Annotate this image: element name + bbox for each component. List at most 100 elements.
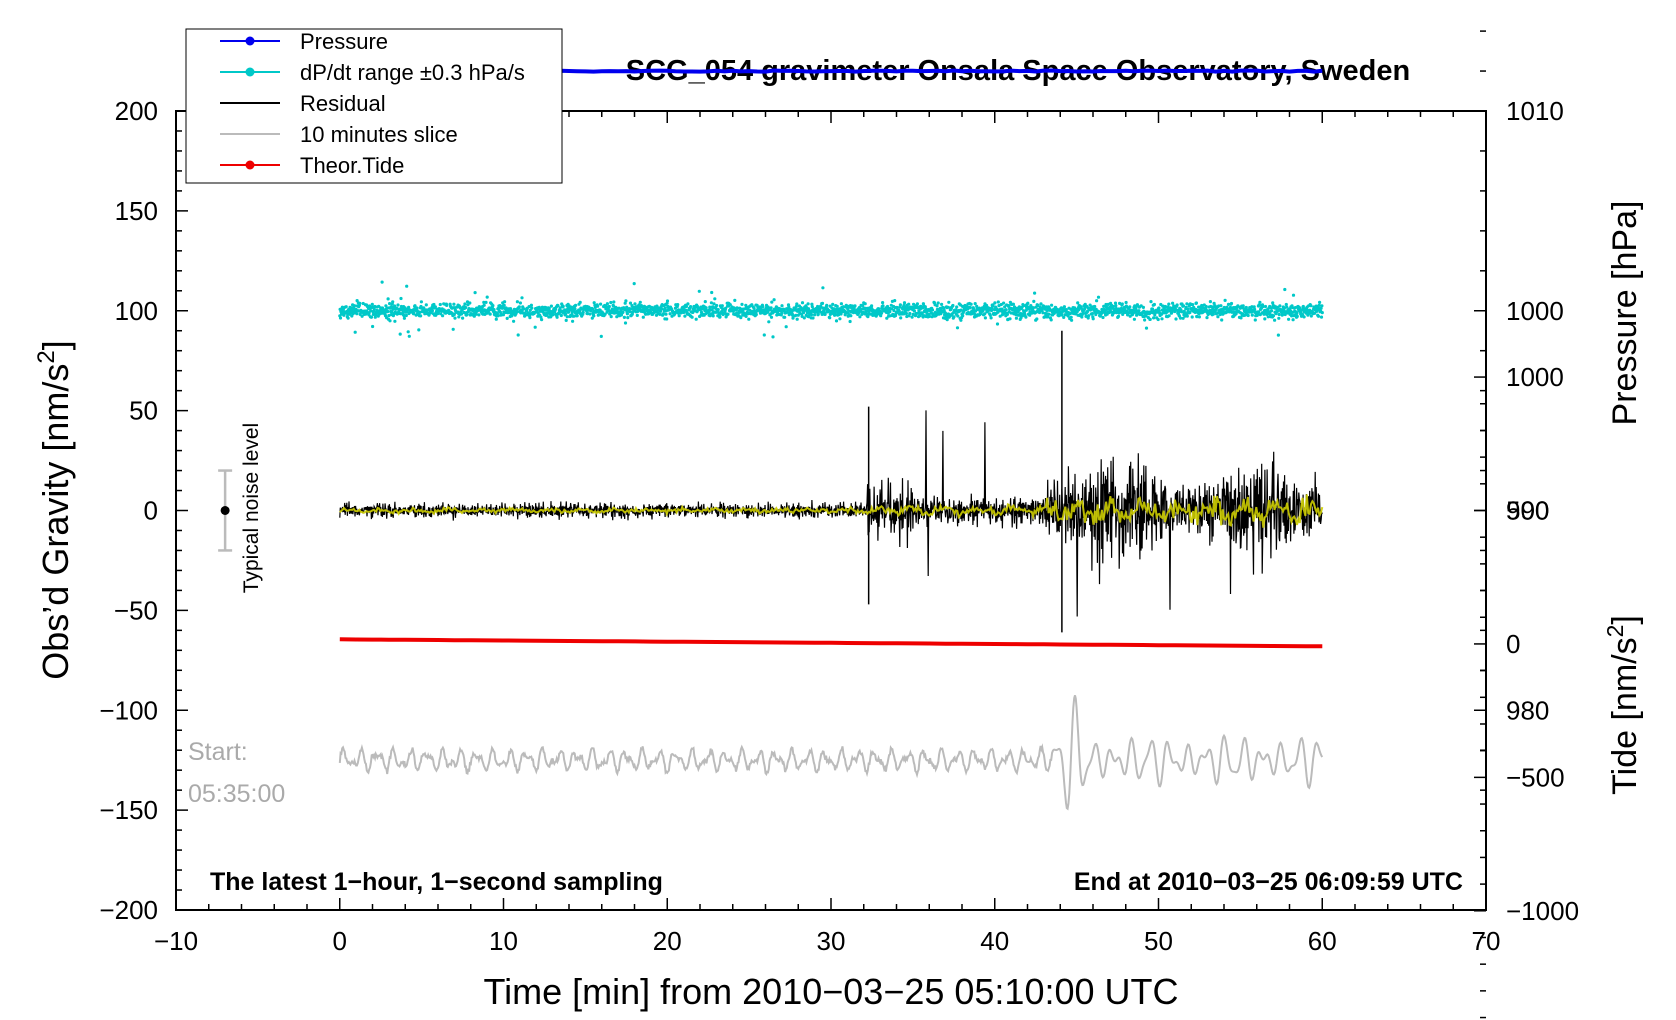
dpdt-point (609, 300, 613, 305)
series-layer (338, 68, 1324, 811)
dpdt-point (1291, 293, 1296, 297)
dpdt-point (752, 306, 756, 310)
dpdt-point (780, 304, 784, 308)
dpdt-point (394, 306, 399, 310)
dpdt-point (1302, 315, 1306, 319)
dpdt-point (502, 303, 506, 307)
dpdt-point (881, 304, 885, 308)
dpdt-point (684, 304, 689, 309)
dpdt-point (770, 300, 774, 304)
dpdt-point (1157, 309, 1161, 313)
dpdt-point (989, 308, 994, 313)
dpdt-point (623, 321, 628, 325)
dpdt-point (861, 304, 865, 308)
dpdt-point (1132, 317, 1136, 321)
dpdt-point (1049, 318, 1053, 322)
dpdt-point (825, 303, 829, 307)
dpdt-point (835, 304, 839, 308)
dpdt-point (1090, 312, 1094, 316)
dpdt-point (853, 304, 857, 308)
dpdt-point (897, 309, 901, 313)
dpdt-point (999, 302, 1003, 307)
dpdt-point (501, 313, 505, 317)
dpdt-point (1076, 301, 1080, 305)
dpdt-point (920, 312, 924, 316)
dpdt-point (581, 310, 585, 314)
dpdt-point (802, 316, 806, 320)
dpdt-point (1278, 304, 1282, 308)
dpdt-point (927, 314, 932, 318)
dpdt-point (533, 310, 537, 314)
dpdt-point (870, 304, 874, 308)
x-tick-label: 70 (1472, 926, 1501, 956)
dpdt-point (947, 300, 951, 304)
pressure-tick-label: 990 (1506, 496, 1549, 526)
dpdt-point (1250, 305, 1254, 309)
dpdt-point (452, 312, 456, 317)
dpdt-point (1229, 301, 1234, 306)
dpdt-point (964, 304, 969, 309)
dpdt-point (635, 313, 639, 317)
dpdt-point (762, 333, 766, 337)
dpdt-point (942, 306, 946, 310)
dpdt-point (690, 315, 694, 319)
dpdt-point (1085, 309, 1090, 313)
dpdt-point (402, 316, 406, 320)
noise-level-indicator (218, 469, 233, 552)
dpdt-point (496, 314, 500, 318)
dpdt-point (800, 301, 805, 305)
y-tick-label: −150 (99, 795, 158, 825)
dpdt-point (473, 291, 477, 295)
dpdt-point (1263, 317, 1267, 321)
dpdt-point (503, 300, 507, 304)
legend-items: Pressure dP/dt range ±0.3 hPa/s Residual 10… (220, 29, 525, 178)
dpdt-point (1216, 315, 1220, 319)
dpdt-point (828, 316, 832, 320)
dpdt-point (1188, 310, 1192, 315)
dpdt-point (515, 309, 519, 314)
dpdt-point (569, 308, 573, 312)
dpdt-point (384, 304, 388, 308)
dpdt-point (686, 302, 690, 306)
dpdt-point (1181, 316, 1185, 320)
dpdt-point (1038, 305, 1042, 309)
dpdt-point (1149, 300, 1153, 304)
dpdt-point (484, 300, 488, 304)
dpdt-point (659, 309, 663, 313)
dpdt-point (417, 328, 421, 332)
dpdt-point (740, 302, 744, 306)
dpdt-point (1165, 310, 1169, 314)
dpdt-point (863, 302, 867, 306)
dpdt-point (724, 306, 728, 310)
pressure-tick-label: 1010 (1506, 96, 1564, 126)
legend: Pressure dP/dt range ±0.3 hPa/s Residual 10… (185, 28, 563, 184)
dpdt-point (1008, 317, 1012, 321)
dpdt-point (369, 315, 374, 319)
start-label: Start: (188, 738, 248, 766)
dpdt-point (607, 304, 611, 309)
dpdt-point (735, 306, 740, 310)
dpdt-point (516, 333, 520, 337)
dpdt-point (1111, 304, 1115, 309)
dpdt-point (996, 300, 1000, 304)
dpdt-point (565, 315, 569, 319)
residual-line (339, 410, 1323, 617)
dpdt-point (1042, 305, 1046, 309)
dpdt-point (962, 309, 966, 313)
dpdt-point (1246, 313, 1250, 318)
dpdt-point (1301, 313, 1305, 317)
dpdt-point (951, 303, 955, 308)
dpdt-point (1000, 307, 1004, 311)
dpdt-point (1253, 307, 1257, 311)
legend-label: 10 minutes slice (300, 122, 458, 147)
dpdt-point (624, 299, 628, 303)
y-tick-label: 100 (115, 296, 158, 326)
dpdt-point (477, 313, 481, 317)
dpdt-point (683, 314, 687, 318)
dpdt-point (415, 306, 419, 310)
dpdt-point (918, 314, 922, 318)
dpdt-point (556, 304, 560, 308)
dpdt-point (358, 301, 362, 305)
dpdt-point (1144, 314, 1148, 318)
dpdt-point (605, 302, 610, 306)
